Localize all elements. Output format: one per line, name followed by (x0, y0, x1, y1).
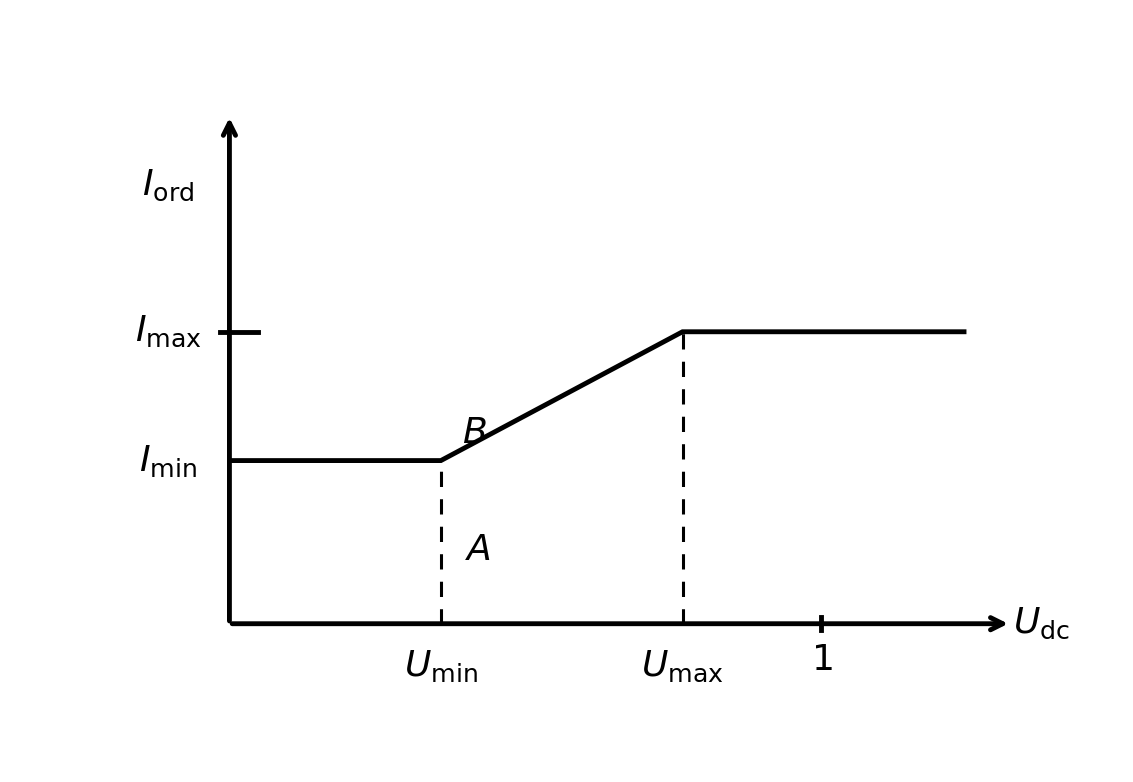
Text: $I_\mathrm{max}$: $I_\mathrm{max}$ (135, 314, 202, 350)
Text: $I_\mathrm{ord}$: $I_\mathrm{ord}$ (142, 168, 194, 203)
Text: $U_\mathrm{max}$: $U_\mathrm{max}$ (641, 648, 724, 683)
Text: $U_\mathrm{min}$: $U_\mathrm{min}$ (404, 647, 478, 684)
Text: $U_\mathrm{dc}$: $U_\mathrm{dc}$ (1013, 606, 1070, 641)
Text: $B$: $B$ (462, 417, 486, 450)
Text: $I_\mathrm{min}$: $I_\mathrm{min}$ (139, 443, 197, 479)
Text: $A$: $A$ (465, 533, 491, 567)
Text: $1$: $1$ (810, 643, 833, 677)
